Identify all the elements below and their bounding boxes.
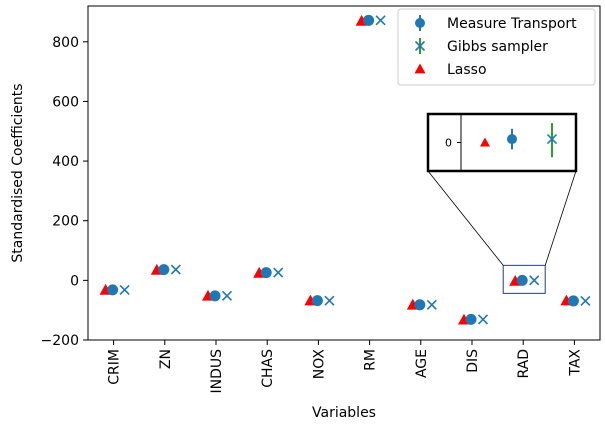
inset-measure-transport-point <box>507 134 517 145</box>
x-tick-label: RM <box>363 349 379 371</box>
inset-gibbs-sampler-point-stroke <box>546 134 558 145</box>
inset-connector-line <box>427 170 504 266</box>
legend-box <box>397 8 596 86</box>
gibbs-sampler-point-stroke <box>273 267 284 278</box>
inset-zoom-region <box>502 264 546 294</box>
gibbs-sampler-point-stroke <box>580 295 591 306</box>
measure-transport-point <box>363 14 375 26</box>
legend-gibbs-sampler-marker <box>414 40 426 52</box>
legend-label: Measure Transport <box>447 16 577 32</box>
legend-measure-transport-marker <box>415 18 425 28</box>
gibbs-sampler-point <box>477 314 489 325</box>
gibbs-sampler-point <box>170 264 181 275</box>
gibbs-sampler-point-stroke <box>426 299 437 310</box>
data-marks <box>99 14 591 325</box>
measure-transport-point <box>209 290 221 302</box>
gibbs-sampler-point-stroke <box>375 15 386 26</box>
measure-transport-point <box>414 299 426 311</box>
gibbs-sampler-point <box>273 267 284 278</box>
legend: Measure Transport Gibbs sampler Lasso <box>397 8 596 86</box>
gibbs-sampler-point <box>529 275 540 286</box>
inset-lasso-point <box>480 137 490 147</box>
gibbs-sampler-point-stroke <box>324 295 335 306</box>
measure-transport-point <box>465 313 477 325</box>
inset-zoom: 0 <box>426 112 578 294</box>
x-tick-label: AGE <box>414 349 430 378</box>
gibbs-sampler-point <box>221 290 233 301</box>
measure-transport-point <box>107 284 119 296</box>
gibbs-sampler-point-stroke <box>221 290 233 301</box>
y-tick-label: 200 <box>52 214 79 230</box>
measure-transport-point <box>260 267 272 279</box>
gibbs-sampler-point-stroke <box>119 284 130 295</box>
measure-transport-point <box>311 295 323 307</box>
x-tick-label: CHAS <box>260 349 276 388</box>
gibbs-sampler-point-stroke <box>477 314 489 325</box>
x-tick-label: INDUS <box>209 349 225 394</box>
inset-y-tick-label: 0 <box>445 137 452 150</box>
measure-transport-point <box>516 274 528 286</box>
gibbs-sampler-point-stroke <box>170 264 181 275</box>
y-tick-label: 800 <box>52 35 79 51</box>
gibbs-sampler-point <box>324 295 335 306</box>
x-axis-ticks: CRIM ZN INDUS CHAS NOX RM AGE DIS RAD TAX <box>107 340 583 394</box>
legend-lasso-marker <box>414 63 426 74</box>
y-tick-label: 600 <box>52 94 79 110</box>
y-tick-label: 400 <box>52 154 79 170</box>
x-tick-label: DIS <box>465 349 481 373</box>
legend-label: Lasso <box>447 62 487 78</box>
inset-connector-line <box>544 170 577 266</box>
gibbs-sampler-point <box>580 295 591 306</box>
legend-gibbs-sampler-marker-stroke <box>414 40 426 52</box>
y-axis-label: Standardised Coefficients <box>10 83 26 262</box>
gibbs-sampler-point <box>426 299 437 310</box>
x-axis-label: Variables <box>312 405 376 421</box>
gibbs-sampler-point-stroke <box>529 275 540 286</box>
x-tick-label: RAD <box>516 349 532 379</box>
measure-transport-point <box>567 295 579 307</box>
y-tick-label: 0 <box>70 273 79 289</box>
measure-transport-point <box>158 264 170 276</box>
x-tick-label: NOX <box>311 349 327 380</box>
x-tick-label: CRIM <box>107 349 123 385</box>
inset-gibbs-sampler-point <box>546 134 558 145</box>
y-axis-ticks: −200 0 200 400 600 800 <box>41 35 88 349</box>
legend-label: Gibbs sampler <box>447 39 548 55</box>
y-tick-label: −200 <box>41 333 79 349</box>
gibbs-sampler-point <box>375 15 386 26</box>
x-tick-label: TAX <box>567 349 583 377</box>
x-tick-label: ZN <box>158 349 174 369</box>
gibbs-sampler-point <box>119 284 130 295</box>
